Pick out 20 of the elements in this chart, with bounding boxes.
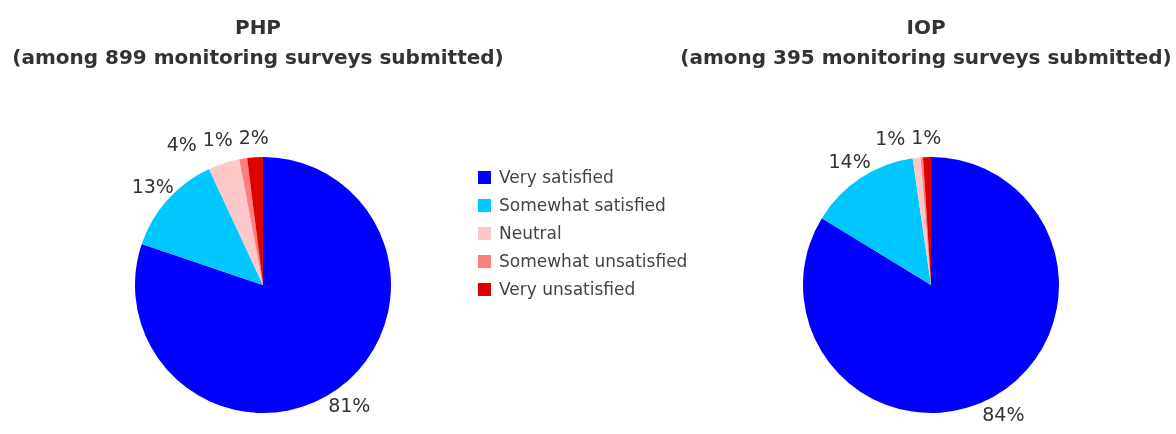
data-label: 2% — [238, 126, 269, 149]
legend-label: Somewhat satisfied — [499, 194, 666, 217]
legend-label: Very unsatisfied — [499, 278, 636, 301]
data-label: 84% — [982, 403, 1025, 426]
pie-slice — [239, 157, 263, 285]
data-label: 13% — [131, 175, 174, 198]
pie-slice — [912, 157, 931, 285]
chart-title: IOP (among 395 monitoring surveys submitted) — [679, 14, 1173, 71]
legend-label: Somewhat unsatisfied — [499, 250, 688, 273]
pie-slice — [135, 157, 391, 413]
chart-title: PHP (among 899 monitoring surveys submitted) — [11, 14, 505, 71]
data-label: 1% — [202, 127, 233, 150]
legend-label: Neutral — [499, 222, 562, 245]
legend-label: Very satisfied — [499, 166, 614, 189]
data-label: 81% — [328, 394, 371, 417]
data-label: 1% — [911, 126, 942, 149]
data-label: 1% — [875, 126, 906, 149]
data-label: 4% — [166, 133, 197, 156]
pie-slice — [209, 159, 263, 285]
data-label: 14% — [828, 150, 871, 173]
